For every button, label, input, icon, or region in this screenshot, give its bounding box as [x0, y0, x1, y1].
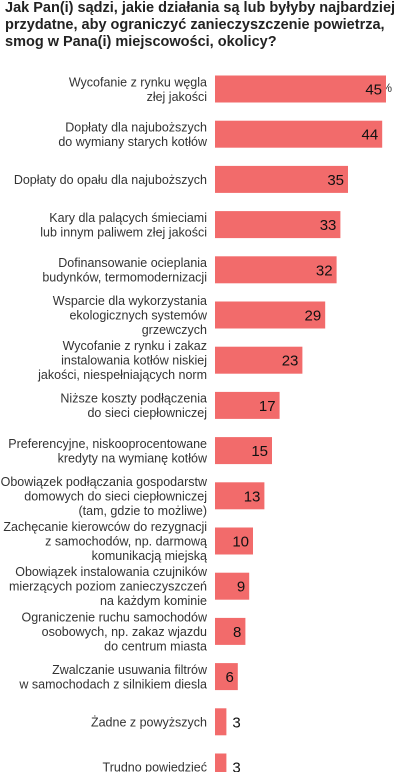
bar-14 [215, 663, 238, 691]
value-label-9: 15 [251, 443, 268, 460]
value-label-16: 3 [232, 760, 240, 772]
value-label-7: 23 [282, 353, 299, 370]
unit-label: % [381, 81, 392, 95]
bars-group: 45 Wycofanie z rynku węgla złej jakości 44 D… [1, 75, 386, 772]
value-label-12: 9 [237, 579, 245, 596]
value-label-10: 13 [244, 488, 261, 505]
bar-10 [215, 482, 265, 510]
category-label-1: Wycofanie z rynku węgla złej jakości [69, 75, 207, 104]
bar-3 [215, 165, 348, 193]
chart-title: Jak Pan(i) sądzi, jakie działania są lub… [5, 0, 396, 50]
category-label-9: Preferencyjne, niskooprocentowane kredyty… [8, 437, 208, 466]
category-label-11: Zachęcanie kierowców do rezygnacji z samo… [3, 520, 207, 563]
bar-12 [215, 572, 250, 600]
bar-16 [215, 753, 227, 772]
value-label-15: 3 [232, 714, 240, 731]
value-label-5: 32 [316, 262, 333, 279]
bar-4 [215, 211, 341, 239]
bar-15 [215, 708, 227, 736]
category-label-12: Obowiązek instalowania czujników mierzący… [9, 565, 208, 608]
value-label-14: 6 [225, 669, 233, 686]
value-label-6: 29 [305, 308, 322, 325]
bar-9 [215, 437, 272, 465]
value-label-8: 17 [259, 398, 276, 415]
value-label-1: 45 [365, 82, 382, 99]
category-label-15: Żadne z powyższych [91, 715, 207, 729]
bar-11 [215, 527, 253, 555]
value-label-2: 44 [362, 127, 379, 144]
category-label-16: Trudno powiedzieć [103, 761, 207, 772]
category-label-8: Niższe koszty podłączenia do sieci ciepło… [60, 392, 207, 421]
bar-2 [215, 120, 383, 148]
bar-8 [215, 391, 280, 419]
value-label-4: 33 [320, 217, 337, 234]
bar-7 [215, 346, 303, 374]
bar-1 [215, 75, 386, 103]
category-label-3: Dopłaty do opału dla najuboższych [14, 173, 207, 187]
value-label-3: 35 [327, 172, 344, 189]
bar-6 [215, 301, 326, 329]
bar-13 [215, 617, 246, 645]
category-label-6: Wsparcie dla wykorzystania ekologicznych … [53, 294, 208, 337]
bar-5 [215, 256, 337, 284]
category-label-10: Obowiązek podłączania gospodarstw domowyc… [1, 475, 208, 518]
value-label-13: 8 [233, 624, 241, 641]
category-label-5: Dofinansowanie ocieplania budynków, termo… [42, 256, 207, 285]
category-label-13: Ograniczenie ruchu samochodów osobowych, … [21, 610, 207, 653]
category-label-14: Zwalczanie usuwania filtrów w samochodach… [18, 663, 208, 692]
category-label-4: Kary dla palących śmieciami lub innym pal… [40, 211, 207, 240]
value-label-11: 10 [232, 534, 249, 551]
category-label-7: Wycofanie z rynku i zakaz instalowania ko… [37, 339, 207, 382]
category-label-2: Dopłaty dla najuboższych do wymiany stary… [58, 120, 208, 149]
